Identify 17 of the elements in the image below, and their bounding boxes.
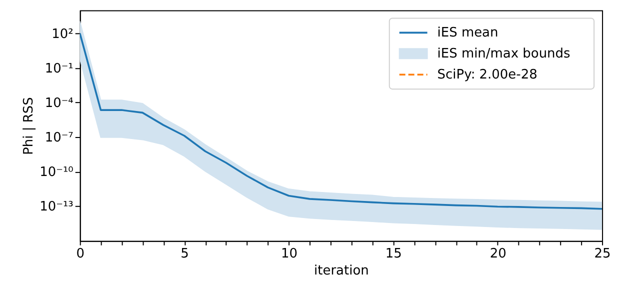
x-tick-label: 15	[385, 246, 402, 262]
x-tick-label: 25	[594, 246, 611, 262]
x-tick-label: 0	[76, 246, 85, 262]
y-tick-label: 10²	[52, 26, 74, 42]
y-tick-label: 10⁻¹⁰	[40, 165, 74, 180]
y-axis-title: Phi | RSS	[22, 97, 37, 155]
y-tick-label: 10⁻¹³	[40, 200, 74, 215]
y-tick-label: 10⁻¹	[44, 61, 74, 76]
y-tick-label: 10⁻⁴	[44, 96, 74, 111]
x-tick-label: 10	[280, 246, 298, 262]
y-tick-label: 10⁻⁷	[44, 130, 74, 146]
legend-label: SciPy: 2.00e-28	[437, 68, 538, 83]
x-tick-label: 5	[180, 246, 189, 262]
x-axis-title: iteration	[314, 263, 369, 278]
legend-label: iES min/max bounds	[437, 46, 570, 62]
x-tick-label: 20	[490, 246, 506, 262]
legend-label: iES mean	[437, 26, 498, 41]
